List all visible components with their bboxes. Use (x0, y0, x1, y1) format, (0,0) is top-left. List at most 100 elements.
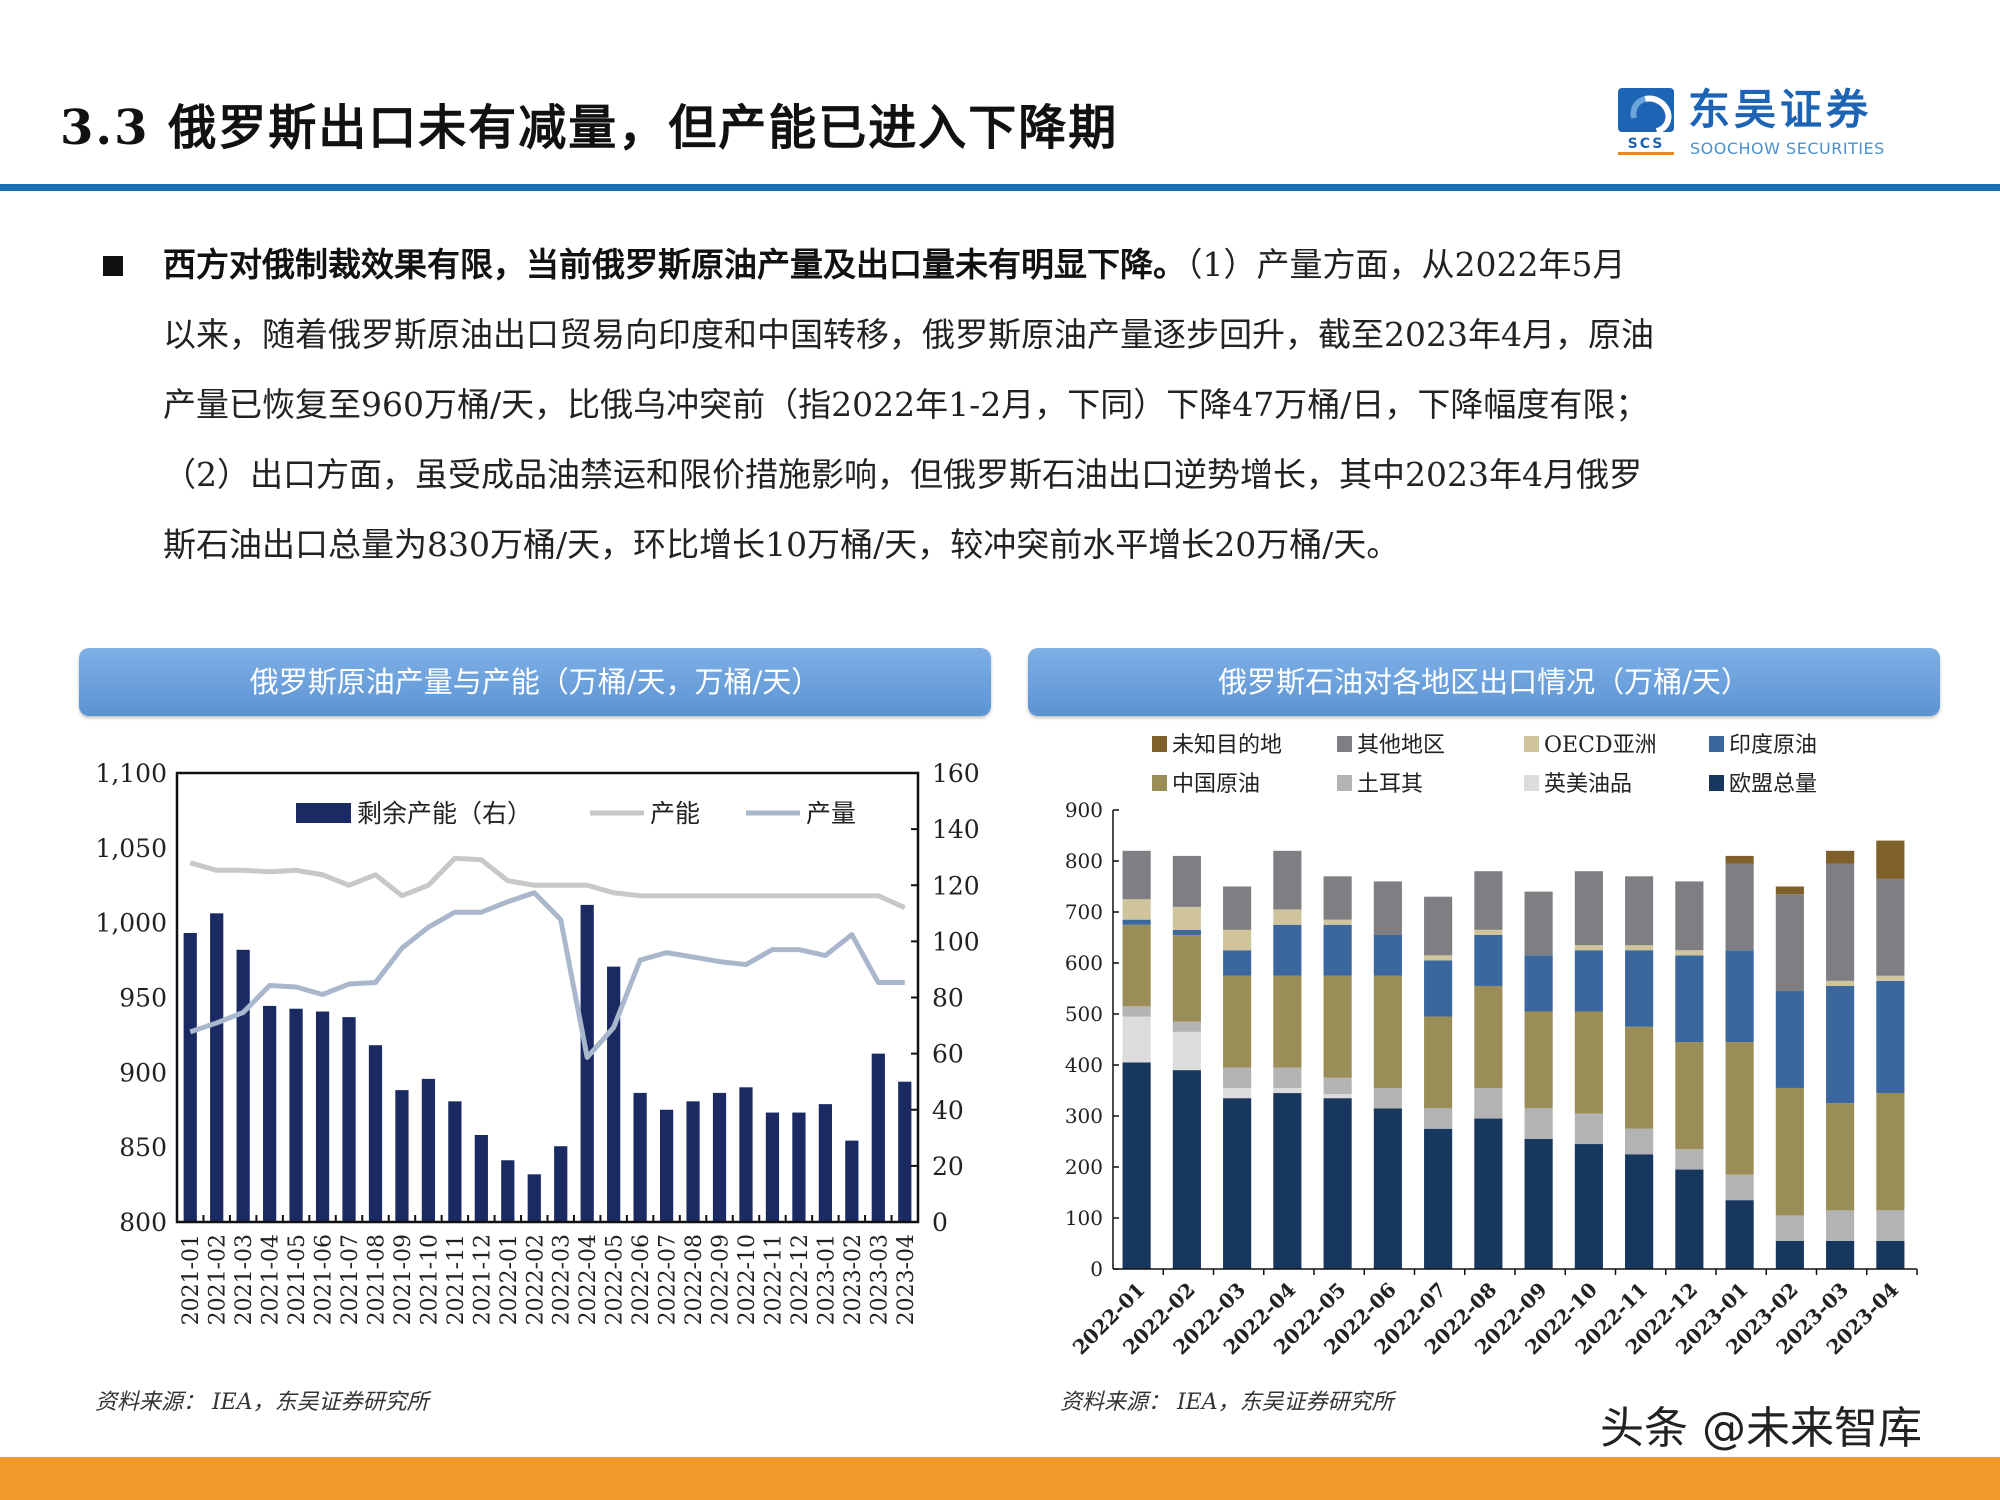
legend-label: 英美油品 (1544, 772, 1632, 797)
left-axis-tick: 900 (119, 1058, 167, 1087)
page-title: 3.3 俄罗斯出口未有减量，但产能已进入下降期 (60, 100, 1119, 156)
bar-segment-土耳其 (1424, 1108, 1453, 1129)
bar-spare-capacity (527, 1174, 541, 1222)
bar-segment-其他地区 (1172, 855, 1201, 907)
bar-segment-中国原油 (1725, 1042, 1754, 1175)
bar-spare-capacity (739, 1087, 753, 1222)
x-axis-tick: 2022-09 (709, 1234, 734, 1325)
bar-segment-中国原油 (1775, 1087, 1804, 1216)
bar-segment-欧盟总量 (1775, 1240, 1804, 1269)
bar-segment-其他地区 (1725, 863, 1754, 951)
right-chart-title: 俄罗斯石油对各地区出口情况（万桶/天） (1028, 648, 1940, 716)
bar-segment-土耳其 (1122, 1006, 1151, 1017)
bar-segment-OECD亚洲 (1273, 909, 1302, 925)
bar-segment-印度原油 (1223, 950, 1252, 976)
y-axis-tick: 900 (1065, 798, 1103, 822)
bar-segment-欧盟总量 (1675, 1169, 1704, 1269)
right-axis-tick: 60 (932, 1040, 964, 1069)
bar-spare-capacity (474, 1135, 488, 1222)
x-axis-tick: 2021-06 (312, 1234, 337, 1325)
bar-segment-欧盟总量 (1373, 1108, 1402, 1269)
left-axis-tick: 1,050 (95, 834, 167, 863)
bar-spare-capacity (421, 1078, 436, 1222)
bar-segment-土耳其 (1625, 1128, 1654, 1155)
bar-spare-capacity (183, 932, 197, 1222)
paragraph-text: 斯石油出口总量为830万桶/天，环比增长10万桶/天，较冲突前水平增长20万桶/… (163, 525, 1400, 564)
paragraph-line: 产量已恢复至960万桶/天，比俄乌冲突前（指2022年1-2月，下同）下降47万… (163, 385, 1648, 425)
bar-segment-欧盟总量 (1172, 1070, 1201, 1269)
legend-label: 剩余产能（右） (357, 799, 532, 828)
bar-segment-欧盟总量 (1574, 1144, 1603, 1269)
bar-segment-未知目的地 (1826, 850, 1855, 864)
x-axis-tick: 2023-04 (894, 1234, 919, 1325)
x-axis-tick: 2022-04 (576, 1234, 601, 1325)
bar-segment-英美油品 (1323, 1094, 1352, 1099)
bar-segment-印度原油 (1172, 929, 1201, 935)
bar-segment-其他地区 (1323, 876, 1352, 920)
right-axis-tick: 80 (932, 984, 964, 1013)
export-destination-chart: 2022-012022-022022-032022-042022-052022-… (1065, 733, 1918, 1359)
bar-segment-土耳其 (1474, 1087, 1503, 1119)
bar-segment-其他地区 (1524, 891, 1553, 956)
x-axis-tick: 2022-07 (656, 1234, 681, 1325)
x-axis-tick: 2021-01 (179, 1234, 204, 1325)
bar-spare-capacity (501, 1160, 515, 1222)
legend-label: 未知目的地 (1172, 733, 1282, 758)
square-bullet-icon (103, 256, 123, 276)
bar-spare-capacity (236, 949, 250, 1222)
bar-segment-欧盟总量 (1876, 1240, 1905, 1269)
bar-segment-其他地区 (1775, 894, 1804, 992)
bar-segment-中国原油 (1675, 1042, 1704, 1150)
bar-segment-其他地区 (1424, 896, 1453, 956)
bar-segment-印度原油 (1373, 934, 1402, 976)
bar-segment-中国原油 (1574, 1011, 1603, 1114)
bar-segment-土耳其 (1524, 1108, 1553, 1139)
bar-segment-印度原油 (1574, 950, 1603, 1012)
bar-segment-印度原油 (1876, 980, 1905, 1094)
bar-spare-capacity (818, 1104, 832, 1222)
bar-segment-中国原油 (1876, 1093, 1905, 1211)
bar-segment-其他地区 (1223, 886, 1252, 930)
logo-name-en: SOOCHOW SECURITIES (1690, 139, 1885, 158)
bar-segment-欧盟总量 (1524, 1138, 1553, 1269)
x-axis-tick: 2022-11 (761, 1234, 786, 1325)
x-axis-tick: 2021-02 (206, 1234, 231, 1325)
production-capacity-chart: 800 850 900 950 1,000 1,050 1,100 0 20 40 60 80 100 1… (95, 759, 979, 1325)
legend-label: 其他地区 (1357, 733, 1445, 758)
bar-segment-其他地区 (1876, 878, 1905, 976)
bar-segment-印度原油 (1273, 924, 1302, 976)
bar-segment-未知目的地 (1725, 855, 1754, 864)
x-axis-tick: 2021-04 (259, 1234, 284, 1325)
bar-segment-欧盟总量 (1223, 1098, 1252, 1269)
bar-segment-欧盟总量 (1625, 1154, 1654, 1269)
legend-label: 欧盟总量 (1729, 772, 1817, 797)
y-axis-tick: 300 (1065, 1104, 1103, 1128)
bar-segment-其他地区 (1373, 881, 1402, 935)
bar-segment-英美油品 (1122, 1016, 1151, 1063)
logo-mark-icon (1618, 88, 1674, 132)
bar-segment-欧盟总量 (1273, 1093, 1302, 1269)
bar-spare-capacity (792, 1112, 806, 1222)
bar-spare-capacity (607, 966, 621, 1222)
bar-spare-capacity (871, 1053, 885, 1222)
plot-frame (175, 771, 920, 1224)
bar-segment-印度原油 (1424, 960, 1453, 1017)
bar-spare-capacity (712, 1092, 727, 1222)
legend-swatch (1709, 775, 1724, 791)
legend-swatch (1709, 736, 1724, 752)
bar-segment-OECD亚洲 (1675, 950, 1704, 956)
bar-segment-土耳其 (1273, 1067, 1302, 1088)
paragraph-text: 产量已恢复至960万桶/天，比俄乌冲突前（指2022年1-2月，下同）下降47万… (163, 385, 1649, 424)
legend-label: 土耳其 (1357, 772, 1423, 797)
bar-segment-中国原油 (1424, 1016, 1453, 1109)
bar-segment-OECD亚洲 (1625, 945, 1654, 951)
bar-segment-土耳其 (1775, 1215, 1804, 1241)
bar-spare-capacity (342, 1017, 356, 1222)
bar-segment-其他地区 (1574, 871, 1603, 946)
legend-label: 产量 (806, 799, 856, 828)
right-axis-tick: 20 (932, 1152, 964, 1181)
bar-segment-中国原油 (1323, 975, 1352, 1078)
y-axis-tick: 200 (1065, 1155, 1103, 1179)
y-axis-tick: 600 (1065, 951, 1103, 975)
x-axis-tick: 2022-08 (682, 1234, 707, 1325)
